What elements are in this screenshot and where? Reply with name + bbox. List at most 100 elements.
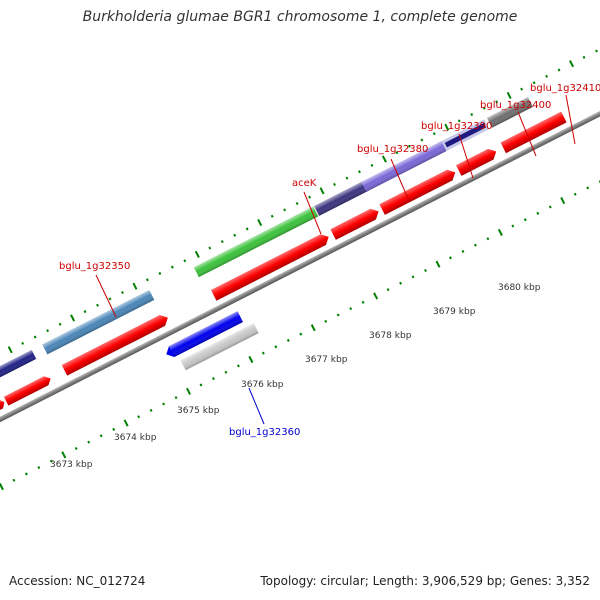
red-cds-left-2	[3, 376, 51, 406]
gene-bglu_1g32400[interactable]	[441, 119, 503, 176]
minor-tick	[87, 440, 91, 444]
minor-tick	[245, 227, 249, 231]
map-title: Burkholderia glumae BGR1 chromosome 1, c…	[82, 9, 518, 25]
minor-tick	[12, 478, 16, 482]
minor-tick	[595, 49, 598, 53]
minor-tick	[121, 290, 124, 295]
minor-tick	[407, 144, 411, 148]
minor-tick	[473, 243, 477, 247]
minor-tick	[174, 396, 178, 400]
label-bglu_1g32350[interactable]: bglu_1g32350	[59, 261, 130, 272]
minor-tick	[345, 176, 349, 180]
minor-tick	[598, 180, 600, 184]
major-tick	[435, 260, 441, 268]
cds-bglu_1g32410	[500, 111, 567, 154]
minor-tick	[586, 186, 590, 190]
minor-tick	[461, 249, 465, 253]
major-tick	[444, 123, 450, 131]
minor-tick	[137, 415, 141, 419]
cds-bglu_1g32400	[456, 148, 497, 176]
minor-tick	[233, 233, 237, 237]
leader-bglu_1g32360	[248, 387, 265, 425]
label-bglu_1g32380[interactable]: bglu_1g32380	[357, 144, 428, 155]
major-tick	[257, 219, 263, 227]
minor-tick	[149, 408, 153, 412]
gene-bglu_1g32350[interactable]	[42, 288, 170, 379]
minor-tick	[511, 224, 515, 228]
minor-tick	[395, 151, 399, 155]
gene-bglu_1g32380[interactable]	[314, 180, 382, 242]
tick-label: 3673 kbp	[50, 460, 93, 470]
gene-bar-shine-bglu_1g32350	[42, 290, 155, 355]
minor-tick	[220, 240, 224, 244]
leader-bglu_1g32350	[95, 274, 117, 318]
gene-bar-shine-bglu_1g32390	[361, 141, 447, 192]
major-tick	[123, 419, 129, 427]
minor-tick	[58, 322, 62, 326]
major-tick	[61, 451, 67, 459]
gene-labels: bglu_1g32350 bglu_1g32360 aceK bglu_1g32…	[59, 83, 600, 438]
gene-bglu_1g32390[interactable]	[361, 141, 459, 217]
inner-tick-row	[0, 180, 600, 491]
gene-bar-shine-bglu_1g32410	[486, 97, 533, 128]
minor-tick	[283, 208, 287, 212]
label-bglu_1g32360[interactable]: bglu_1g32360	[229, 427, 300, 438]
major-tick	[319, 187, 325, 195]
minor-tick	[424, 269, 427, 273]
gene-bar-shine-bglu_1g32380	[314, 180, 370, 216]
minor-tick	[112, 427, 116, 431]
minor-tick	[158, 271, 162, 275]
minor-tick	[495, 100, 499, 104]
minor-tick	[295, 201, 299, 206]
label-bglu_1g32410[interactable]: bglu_1g32410	[530, 83, 600, 94]
minor-tick	[420, 138, 424, 142]
gene-aceK[interactable]	[193, 206, 332, 303]
gene-bar-shine-bglu_1g32360	[168, 311, 243, 357]
minor-tick	[449, 256, 452, 260]
minor-tick	[470, 113, 474, 117]
minor-tick	[108, 297, 112, 301]
label-bglu_1g32400[interactable]: bglu_1g32400	[480, 100, 551, 111]
tick-label: 3678 kbp	[369, 331, 412, 341]
navy-cds-fragment-shine	[0, 349, 37, 383]
minor-tick	[145, 278, 149, 282]
minor-tick	[224, 370, 228, 374]
major-tick	[132, 282, 138, 290]
minor-tick	[324, 319, 328, 323]
minor-tick	[361, 300, 365, 304]
minor-tick	[386, 288, 390, 292]
minor-tick	[457, 119, 461, 123]
accession-text: Accession: NC_012724	[9, 574, 146, 588]
minor-tick	[261, 351, 265, 355]
minor-tick	[548, 205, 552, 209]
tick-label: 3674 kbp	[114, 433, 157, 443]
minor-tick	[74, 446, 78, 451]
minor-tick	[557, 68, 561, 72]
cds-bglu_1g32390	[379, 169, 456, 215]
minor-tick	[49, 459, 53, 463]
leader-aceK	[303, 191, 322, 235]
gene-bglu_1g32360[interactable]	[164, 307, 259, 375]
minor-tick	[270, 214, 274, 218]
tick-label: 3680 kbp	[498, 283, 541, 293]
minor-tick	[46, 329, 50, 333]
minor-tick	[432, 132, 436, 136]
minor-tick	[573, 192, 577, 196]
minor-tick	[486, 237, 490, 241]
cds-aceK	[210, 234, 329, 301]
label-aceK[interactable]: aceK	[292, 178, 317, 189]
minor-tick	[37, 466, 41, 470]
major-tick	[569, 60, 575, 68]
minor-tick	[370, 163, 374, 167]
gene-bglu_1g32410[interactable]	[486, 87, 567, 154]
leader-bglu_1g32380	[390, 158, 410, 202]
major-tick	[310, 324, 316, 332]
minor-tick	[299, 332, 303, 336]
minor-tick	[24, 472, 28, 476]
tick-label: 3677 kbp	[305, 355, 348, 365]
minor-tick	[582, 55, 586, 59]
gene-bar-inner-bglu_1g32400	[444, 122, 487, 148]
major-tick	[373, 292, 379, 300]
label-bglu_1g32390[interactable]: bglu_1g32390	[421, 121, 492, 132]
minor-tick	[236, 364, 240, 368]
